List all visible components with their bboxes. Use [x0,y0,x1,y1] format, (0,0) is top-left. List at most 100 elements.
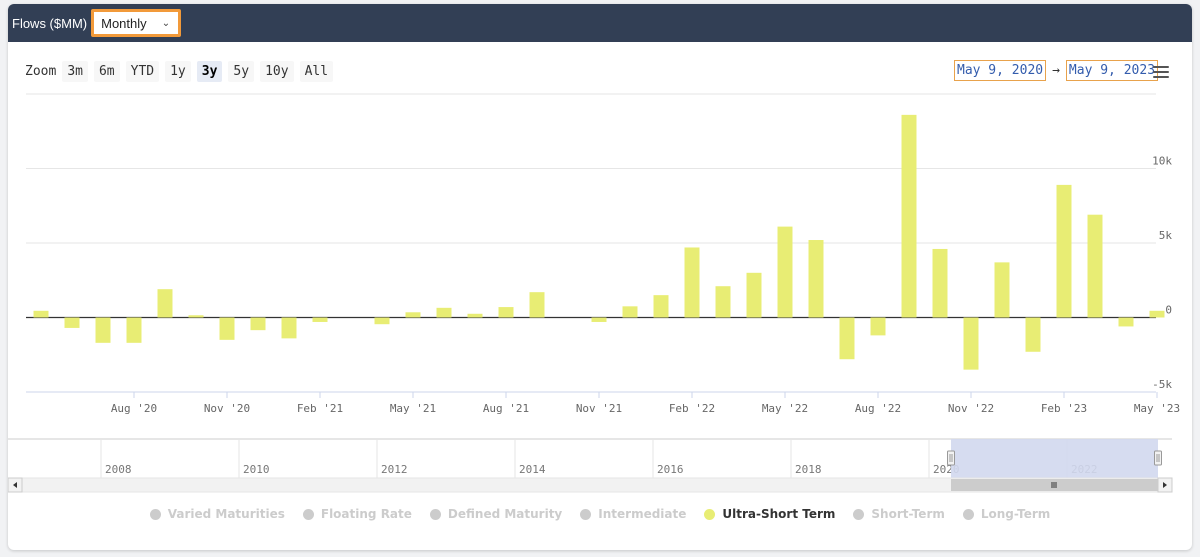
legend-dot [962,508,974,520]
bar[interactable] [963,317,979,370]
x-tick-label: Feb '22 [669,402,715,415]
navigator-handle[interactable] [947,450,955,466]
legend-dot [580,508,592,520]
bar[interactable] [1025,317,1041,352]
x-tick-label: Aug '21 [483,402,529,415]
bar[interactable] [33,310,49,318]
navigator-tick-label: 2012 [381,463,408,476]
bar[interactable] [467,313,483,318]
chart-title: Flows ($MM) [12,15,88,31]
legend-dot [149,508,161,520]
legend-dot [429,508,441,520]
legend-label: Floating Rate [320,507,412,521]
bar[interactable] [374,317,390,325]
range-arrow: → [1052,63,1060,78]
bar[interactable] [870,317,886,336]
legend-item-short-term[interactable]: Short-Term [853,507,945,521]
legend-label: Short-Term [871,507,945,521]
x-tick-label: May '23 [1134,402,1180,415]
bar[interactable] [498,307,514,318]
legend-item-defined-maturity[interactable]: Defined Maturity [429,507,563,521]
bar[interactable] [436,307,452,318]
x-tick-label: Aug '22 [855,402,901,415]
bar[interactable] [684,247,700,318]
navigator-tick-label: 2014 [519,463,546,476]
y-tick-label: 5k [1159,229,1173,242]
y-tick-label: -5k [1152,378,1172,391]
x-tick-label: Nov '22 [948,402,994,415]
bar-chart: -5k 0 5k 10k Aug '20 Nov '20 Feb '21 May '21 Au… [8,93,1180,493]
bar[interactable] [746,272,762,318]
header-bar: Flows ($MM) Monthly ⌄ [8,4,1192,42]
bar[interactable] [405,312,421,318]
navigator-handle[interactable] [1154,450,1162,466]
zoom-button-1y[interactable]: 1y [165,61,191,82]
zoom-button-ytd[interactable]: YTD [125,61,160,82]
bar[interactable] [281,317,297,339]
bar[interactable] [188,315,204,318]
bar[interactable] [901,114,917,318]
bar[interactable] [653,295,669,318]
period-select-value: Monthly [101,15,147,31]
bar[interactable] [591,317,607,322]
y-tick-label: 10k [1152,155,1172,168]
legend-label: Defined Maturity [447,507,563,521]
x-tick-label: May '21 [390,402,436,415]
bar[interactable] [1087,214,1103,318]
bar[interactable] [312,317,328,322]
zoom-bar: Zoom 3m 6m YTD 1y 3y 5y 10y All [25,61,339,82]
bar[interactable] [95,317,111,343]
bar[interactable] [839,317,855,360]
bar[interactable] [932,248,948,318]
navigator-tick-label: 2016 [657,463,684,476]
x-tick-label: Feb '21 [297,402,343,415]
bar[interactable] [777,226,793,318]
bar[interactable] [715,286,731,318]
zoom-button-3m[interactable]: 3m [62,61,88,82]
x-tick-label: Feb '23 [1041,402,1087,415]
chevron-down-icon: ⌄ [161,17,171,29]
zoom-button-3y[interactable]: 3y [196,61,223,82]
range-to-input[interactable]: May 9, 2023 [1065,60,1159,81]
period-select[interactable]: Monthly ⌄ [91,9,182,37]
arrow-right-icon [1163,482,1167,488]
bar[interactable] [157,289,173,318]
legend-dot [853,508,865,520]
legend-item-ultra-short-term[interactable]: Ultra-Short Term [704,507,835,521]
bar[interactable] [219,317,235,340]
bar[interactable] [126,317,142,343]
chart-card: Flows ($MM) Monthly ⌄ Zoom 3m 6m YTD 1y … [8,4,1192,550]
bar[interactable] [1149,310,1165,318]
legend-item-long-term[interactable]: Long-Term [962,507,1050,521]
hamburger-menu-icon[interactable] [1153,66,1169,78]
legend-label: Ultra-Short Term [722,507,836,521]
navigator-tick-label: 2010 [243,463,270,476]
legend: Varied Maturities Floating Rate Defined … [8,507,1192,521]
zoom-button-10y[interactable]: 10y [260,61,294,82]
legend-item-varied-maturities[interactable]: Varied Maturities [149,507,285,521]
zoom-label: Zoom [25,64,57,79]
legend-item-floating-rate[interactable]: Floating Rate [302,507,412,521]
bar[interactable] [1118,317,1134,327]
bar[interactable] [64,317,80,328]
legend-dot [302,508,314,520]
navigator-selection[interactable] [951,439,1158,478]
bar[interactable] [1056,184,1072,318]
legend-item-intermediate[interactable]: Intermediate [580,507,686,521]
range-from-input[interactable]: May 9, 2020 [954,60,1047,81]
bar[interactable] [529,292,545,318]
date-range: May 9, 2020 → May 9, 2023 [954,60,1159,81]
bar[interactable] [250,317,266,331]
y-tick-label: 0 [1165,304,1172,317]
bar[interactable] [994,262,1010,318]
legend-label: Varied Maturities [167,507,285,521]
legend-label: Intermediate [598,507,687,521]
navigator-tick-label: 2018 [795,463,822,476]
zoom-button-6m[interactable]: 6m [93,61,120,82]
navigator-tick-label: 2008 [105,463,132,476]
x-tick-label: May '22 [762,402,808,415]
bar[interactable] [622,306,638,318]
zoom-button-all[interactable]: All [299,61,334,82]
bar[interactable] [808,240,824,318]
zoom-button-5y[interactable]: 5y [228,61,255,82]
